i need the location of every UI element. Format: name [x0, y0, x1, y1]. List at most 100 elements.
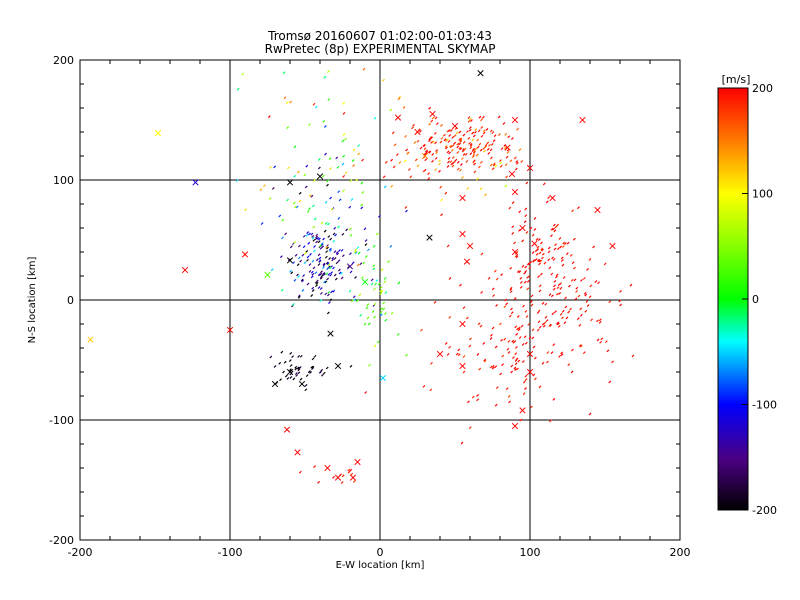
cross-marker: [504, 144, 511, 151]
data-point: [446, 244, 450, 248]
cross-stroke: [511, 188, 519, 196]
data-point: [491, 366, 495, 370]
data-point: [338, 271, 342, 275]
data-point: [461, 148, 465, 151]
data-point: [448, 315, 452, 319]
data-point: [541, 361, 545, 365]
data-point: [532, 345, 536, 349]
data-point: [382, 301, 386, 305]
data-point: [289, 351, 293, 355]
data-point: [491, 326, 495, 330]
data-point: [501, 354, 505, 358]
data-point: [459, 137, 463, 141]
cross-marker: [298, 380, 306, 388]
data-point: [329, 249, 332, 252]
data-point: [319, 291, 323, 295]
data-point: [403, 159, 407, 163]
data-point: [405, 353, 408, 357]
data-point: [461, 149, 465, 153]
cross-stroke: [241, 251, 249, 258]
cross-stroke: [324, 464, 331, 472]
data-point: [321, 373, 324, 377]
data-point: [311, 236, 315, 240]
data-point: [547, 196, 551, 200]
data-point: [299, 259, 303, 263]
data-point: [348, 227, 352, 231]
data-point: [458, 142, 462, 146]
data-point: [563, 242, 567, 246]
data-point: [477, 165, 481, 169]
data-point: [323, 125, 327, 128]
data-point: [491, 364, 495, 368]
data-point: [514, 352, 518, 356]
data-point: [404, 134, 407, 138]
data-point: [312, 179, 316, 182]
data-point: [494, 345, 498, 349]
data-point: [297, 294, 301, 298]
data-point: [326, 267, 330, 270]
data-point: [416, 164, 420, 168]
data-point: [538, 262, 541, 266]
data-point: [328, 157, 332, 160]
data-point: [326, 311, 330, 315]
data-point: [326, 179, 330, 183]
data-point: [299, 377, 303, 381]
data-point: [354, 248, 358, 252]
data-point: [353, 250, 357, 254]
data-point: [548, 266, 552, 270]
data-point: [554, 243, 557, 247]
data-point: [459, 139, 463, 143]
data-point: [472, 134, 476, 138]
data-point: [349, 364, 353, 368]
data-point: [304, 185, 308, 189]
data-point: [282, 71, 286, 75]
data-point: [434, 168, 438, 171]
data-point: [322, 262, 326, 266]
data-point: [570, 370, 574, 374]
data-point: [352, 480, 356, 483]
data-point: [322, 371, 326, 375]
data-point: [459, 163, 463, 166]
data-point: [444, 341, 448, 345]
data-point: [507, 135, 511, 139]
data-point: [279, 378, 282, 382]
data-point: [484, 143, 488, 147]
data-point: [490, 333, 493, 337]
data-point: [552, 257, 556, 261]
data-point: [515, 332, 519, 336]
data-point: [486, 141, 490, 145]
cross-stroke: [87, 336, 94, 343]
data-point: [514, 345, 518, 349]
data-point: [457, 353, 461, 357]
data-point: [520, 159, 524, 163]
data-point: [522, 392, 526, 396]
data-point: [308, 207, 311, 211]
data-point: [315, 235, 318, 239]
cross-marker: [286, 368, 294, 376]
cross-stroke: [294, 449, 301, 456]
data-point: [555, 273, 559, 277]
data-point: [315, 279, 319, 283]
data-point: [312, 249, 316, 253]
data-point: [478, 115, 482, 119]
data-point: [438, 159, 441, 163]
data-point: [495, 277, 499, 281]
data-point: [364, 391, 368, 394]
data-point: [476, 138, 480, 142]
data-point: [556, 292, 559, 296]
data-point: [472, 150, 476, 154]
cross-stroke: [298, 380, 306, 388]
data-point: [435, 149, 439, 153]
data-point: [531, 336, 535, 340]
data-point: [359, 262, 363, 266]
data-point: [318, 273, 322, 276]
data-point: [596, 338, 600, 342]
data-point: [340, 271, 343, 275]
cross-marker: [226, 326, 234, 334]
data-point: [372, 244, 376, 248]
data-point: [282, 370, 285, 374]
data-point: [319, 276, 323, 280]
data-point: [508, 400, 512, 404]
data-point: [535, 252, 539, 256]
data-point: [484, 193, 487, 197]
